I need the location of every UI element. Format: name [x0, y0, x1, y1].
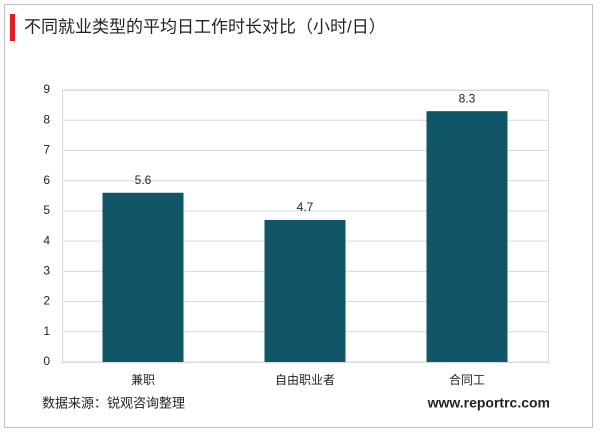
y-tick-label: 3 [43, 264, 50, 278]
x-tick-label: 合同工 [449, 372, 485, 387]
y-tick-label: 0 [43, 354, 50, 368]
y-tick-label: 5 [43, 203, 50, 217]
value-label: 4.7 [297, 200, 314, 214]
source-note: 数据来源：锐观咨询整理 [42, 395, 185, 410]
y-tick-label: 1 [43, 324, 50, 338]
bar [426, 111, 508, 363]
y-tick-label: 9 [43, 82, 50, 96]
y-tick-label: 8 [43, 112, 50, 126]
frame [4, 4, 593, 428]
bar [102, 192, 184, 362]
y-tick-label: 6 [43, 173, 50, 187]
y-tick-label: 4 [43, 233, 50, 247]
y-tick-label: 7 [43, 143, 50, 157]
title-accent [10, 14, 15, 41]
value-label: 5.6 [135, 173, 152, 187]
website: www.reportrc.com [427, 395, 550, 411]
bar [264, 219, 346, 362]
y-tick-label: 2 [43, 294, 50, 308]
x-tick-label: 兼职 [131, 373, 155, 387]
chart-title: 不同就业类型的平均日工作时长对比（小时/日） [24, 17, 386, 36]
x-tick-label: 自由职业者 [275, 373, 335, 387]
value-label: 8.3 [459, 91, 476, 105]
